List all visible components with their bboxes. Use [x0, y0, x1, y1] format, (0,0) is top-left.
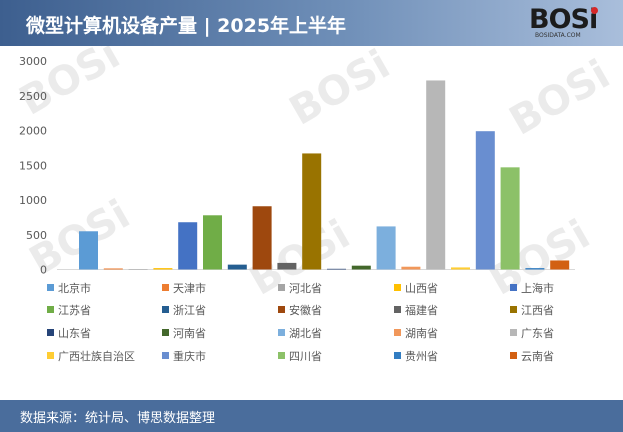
- bar-7: [227, 264, 247, 270]
- y-tick-label: 1000: [19, 194, 47, 207]
- bar-5: [178, 222, 198, 270]
- footer-bar: 数据来源：统计局、博思数据整理: [0, 400, 623, 432]
- legend-label: 浙江省: [173, 304, 206, 317]
- y-tick-label: 2500: [19, 90, 47, 103]
- legend-swatch: [510, 306, 517, 313]
- legend-label: 天津市: [173, 281, 206, 295]
- legend-swatch: [394, 352, 401, 359]
- y-tick-label: 1500: [19, 159, 47, 172]
- logo-dot-icon: [591, 7, 598, 14]
- legend-swatch: [162, 352, 169, 359]
- legend-swatch: [162, 329, 169, 336]
- logo-subtext: BOSIDATA.COM: [535, 32, 581, 39]
- bar-11: [327, 268, 346, 270]
- bar-6: [203, 215, 222, 270]
- bar-10: [302, 153, 322, 270]
- bar-3: [128, 269, 148, 270]
- watermark-logo: BOSi: [502, 51, 618, 144]
- bar-18: [500, 167, 520, 270]
- plot-area: BOSiBOSiBOSiBOSiBOSiBOSi0500100015002000…: [0, 31, 623, 400]
- watermark-logo: BOSi: [282, 46, 398, 135]
- legend-swatch: [162, 306, 169, 313]
- legend-label: 湖南省: [405, 327, 438, 340]
- legend-label: 江西省: [521, 304, 554, 317]
- chart-title: 微型计算机设备产量 | 2025年上半年: [26, 15, 347, 37]
- legend-swatch: [278, 352, 285, 359]
- y-tick-label: 500: [26, 229, 47, 242]
- legend-swatch: [47, 306, 54, 313]
- y-tick-label: 3000: [19, 55, 47, 68]
- legend-label: 重庆市: [173, 349, 206, 363]
- legend-label: 山东省: [58, 327, 91, 340]
- legend-label: 四川省: [289, 350, 322, 363]
- legend-label: 贵州省: [405, 350, 438, 363]
- legend-label: 广东省: [521, 327, 554, 340]
- legend-swatch: [510, 284, 517, 291]
- bar-20: [550, 260, 570, 270]
- legend-label: 河南省: [173, 327, 206, 340]
- legend-swatch: [47, 329, 54, 336]
- bar-12: [351, 265, 371, 270]
- legend-swatch: [510, 352, 517, 359]
- legend-label: 河北省: [289, 282, 322, 295]
- y-tick-label: 2000: [19, 125, 47, 138]
- bar-16: [451, 267, 470, 270]
- bar-19: [525, 268, 545, 270]
- bar-8: [252, 206, 272, 270]
- legend-swatch: [278, 284, 285, 291]
- logo-text: BOSi: [529, 4, 598, 35]
- legend-swatch: [162, 284, 169, 291]
- legend-swatch: [510, 329, 517, 336]
- legend-label: 湖北省: [289, 327, 322, 340]
- bar-13: [376, 226, 396, 270]
- legend-label: 北京市: [58, 281, 91, 295]
- bar-1: [79, 231, 98, 270]
- legend-swatch: [47, 284, 54, 291]
- legend-swatch: [47, 352, 54, 359]
- legend-label: 福建省: [405, 303, 438, 317]
- legend-label: 上海市: [521, 281, 554, 295]
- legend-swatch: [394, 284, 401, 291]
- legend-label: 云南省: [521, 350, 554, 363]
- bosi-logo: BOSi BOSIDATA.COM: [529, 4, 601, 42]
- legend-swatch: [394, 329, 401, 336]
- y-tick-label: 0: [40, 264, 47, 277]
- bar-2: [103, 268, 123, 270]
- legend-label: 广西壮族自治区: [58, 349, 135, 363]
- title-bar: 微型计算机设备产量 | 2025年上半年 BOSi BOSIDATA.COM: [0, 0, 623, 46]
- bar-chart: BOSiBOSiBOSiBOSiBOSiBOSi0500100015002000…: [12, 31, 618, 363]
- bar-9: [277, 262, 297, 270]
- legend-swatch: [278, 329, 285, 336]
- bar-17: [475, 131, 495, 270]
- legend-swatch: [278, 306, 285, 313]
- legend-label: 山西省: [405, 282, 438, 295]
- bar-4: [153, 268, 173, 270]
- bar-15: [426, 80, 446, 270]
- legend-label: 江苏省: [58, 304, 91, 317]
- data-source: 数据来源：统计局、博思数据整理: [20, 411, 216, 426]
- legend-label: 安徽省: [289, 303, 322, 317]
- legend-swatch: [394, 306, 401, 313]
- bar-14: [401, 266, 421, 270]
